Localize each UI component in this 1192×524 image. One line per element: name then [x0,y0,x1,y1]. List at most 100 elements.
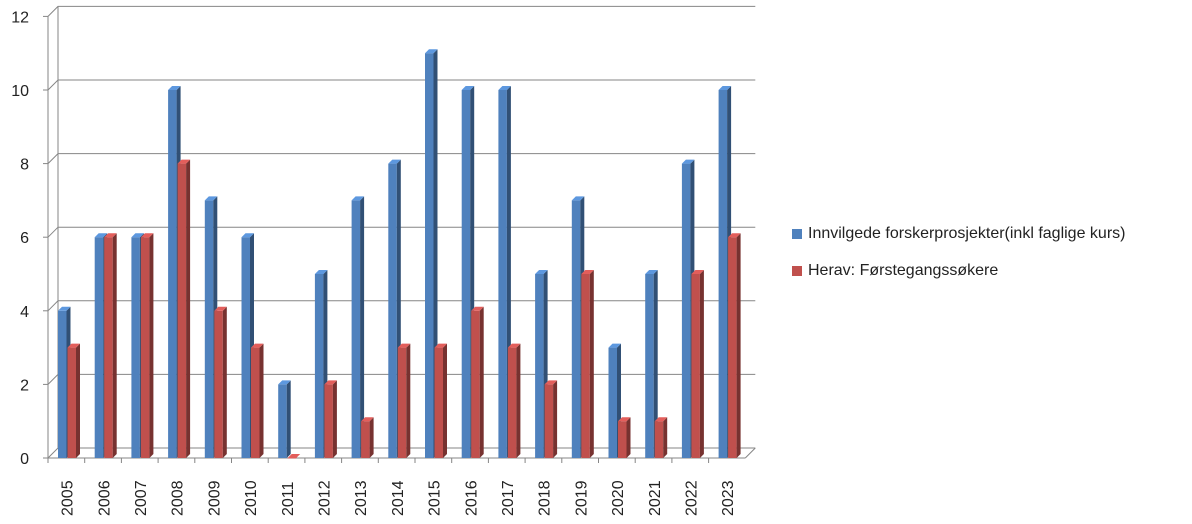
bar-series-2 [728,233,741,458]
y-tick-label: 0 [20,451,29,468]
legend-swatch-series-1 [792,229,802,239]
bar-top [241,233,254,238]
bar-top [214,306,227,311]
bar-top [654,417,668,422]
bar-series-2 [140,233,154,458]
bar-side [553,380,558,458]
bar-series-2 [287,454,301,459]
bar-side [736,233,741,458]
bar-top [351,196,365,201]
legend-item-series-1: Innvilgede forskerprosjekter(inkl faglig… [792,224,1192,244]
bar-front [535,274,544,458]
bar-series-1 [645,270,658,458]
y-tick-label: 12 [11,9,29,26]
bar-front [544,384,554,458]
bar-front [214,310,223,458]
bar-series-1 [351,196,365,458]
bar-series-2 [214,306,227,458]
bar-side [149,233,154,458]
bar-top [287,454,301,458]
x-tick-label: 2011 [280,481,297,516]
bar-side [286,380,291,458]
bar-series-2 [691,270,704,458]
bar-series-1 [278,380,291,458]
bar-top [681,159,695,164]
bar-series-2 [104,233,117,458]
bar-front [204,200,214,458]
bar-series-2 [361,417,374,458]
bar-front [67,347,76,458]
bar-top [691,270,704,274]
x-tick-label: 2014 [390,480,407,516]
x-tick-label: 2022 [683,480,700,516]
bar-top [571,196,585,201]
bar-series-2 [324,380,337,458]
bar-series-2 [67,343,80,458]
x-tick-labels: 2005 2006 2007 2008 2009 2010 2011 2012 2013 2014… [47,458,737,516]
bar-side [112,233,117,458]
bar-front [168,90,177,458]
bar-front [425,53,434,458]
x-tick-label: 2015 [427,480,444,516]
legend-label-series-2: Herav: Førstegangssøkere [808,262,999,279]
x-tick-label: 2019 [573,480,590,516]
bar-front [58,310,67,458]
legend-item-series-2: Herav: Førstegangssøkere [792,261,1192,281]
bar-top [498,86,511,90]
bar-top [728,233,741,238]
bar-series-2 [397,343,411,458]
bar-side [653,270,658,458]
bar-front [581,274,590,458]
bar-front [498,90,507,458]
bar-top [618,417,631,422]
x-tick-label: 2005 [60,480,77,516]
bar-top [168,86,181,90]
bar-top [104,233,117,238]
bar-top [718,86,732,90]
legend-label-series-1: Innvilgede forskerprosjekter(inkl faglig… [808,225,1126,242]
y-tick-label: 8 [20,157,29,174]
y-tick-label: 10 [11,83,29,100]
x-tick-label: 2018 [537,480,554,516]
gridlines [47,5,756,459]
bar-front [681,163,691,458]
bar-top [645,270,658,274]
bar-front [618,421,627,458]
y-tick-label: 4 [20,304,29,321]
bar-side [360,196,365,458]
bar-front [104,237,113,458]
bar-front [434,347,443,458]
bar-top [324,380,337,385]
bar-front [645,274,654,458]
bar-top [535,270,548,274]
bar-front [94,237,104,458]
bar-top [251,343,264,348]
bar-top [544,380,558,385]
bar-side [516,343,521,458]
bar-top [204,196,218,201]
chart-legend: Innvilgede forskerprosjekter(inkl faglig… [792,224,1192,298]
bar-top [397,343,411,348]
y-tick-labels: 0 2 4 6 8 10 12 [11,9,48,468]
bar-top [58,306,71,311]
bar-top [131,233,144,238]
bar-side [369,417,374,458]
bar-front [718,90,728,458]
bar-front [461,90,471,458]
bar-series-2 [544,380,558,458]
bar-side [222,306,227,458]
bar-series-2 [654,417,668,458]
x-tick-label: 2023 [720,480,737,516]
bar-side [76,343,80,458]
bar-top [278,380,291,385]
bar-front [131,237,140,458]
gridline [47,153,756,164]
bar-front [361,421,370,458]
bar-top [434,343,447,348]
bar-side [626,417,631,458]
bar-top [608,343,621,348]
floor-edge [744,447,756,459]
gridline [47,79,756,91]
bar-front [314,274,324,458]
